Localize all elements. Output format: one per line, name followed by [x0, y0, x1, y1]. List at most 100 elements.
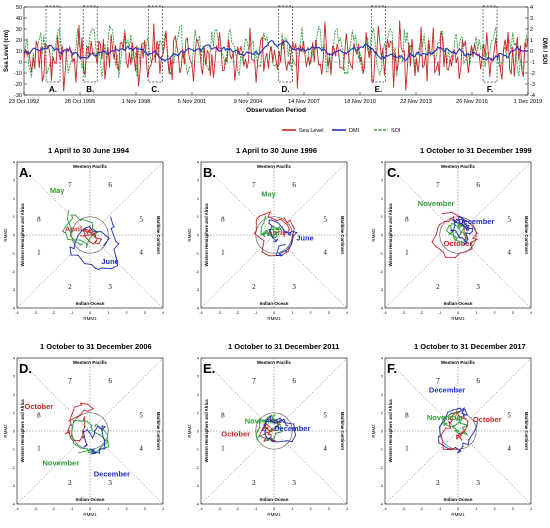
trajectory-line	[445, 218, 468, 244]
region-top-label: Western Pacific	[73, 360, 108, 365]
y-tick-label: -4	[380, 502, 383, 506]
y-tick-label: 3	[13, 179, 15, 183]
x-tick-label: -4	[199, 311, 202, 315]
x-tick-label: -3	[402, 311, 405, 315]
y-tick-label: -1	[12, 448, 15, 452]
y-tick-label: -4	[12, 306, 15, 310]
y2-axis-label: DMI / SOI	[541, 38, 547, 65]
region-right-label: Maritime Continent	[340, 216, 345, 255]
trajectory-line	[65, 402, 95, 442]
x-tick-label: 9 Nov 2004	[234, 99, 263, 105]
region-right-label: Maritime Continent	[524, 216, 529, 255]
y-tick-label: 4	[381, 160, 383, 164]
y-tick-label: -2	[380, 466, 383, 470]
y-tick-label: 1	[381, 215, 383, 219]
phase-number: 6	[476, 181, 480, 189]
highlight-label: B.	[86, 85, 94, 94]
x-tick-label: -3	[34, 311, 37, 315]
phase-number: 6	[292, 181, 296, 189]
y-tick-label: -2	[196, 466, 199, 470]
y-tick-label: 2	[13, 197, 15, 201]
phase-number: 8	[221, 216, 225, 224]
phase-number: 4	[139, 248, 143, 256]
panel-f-title: 1 October to 31 December 2017	[414, 342, 526, 351]
x-tick-label: -1	[70, 507, 73, 511]
x-tick-label: 3	[512, 311, 514, 315]
phase-number: 4	[507, 444, 511, 452]
panel-c-title: 1 October to 31 December 1999	[420, 146, 532, 155]
y-tick-label: 0	[197, 429, 199, 433]
y2-tick-label: -4	[530, 93, 535, 99]
x-tick-label: -3	[402, 507, 405, 511]
panel-a-title: 1 April to 30 June 1994	[48, 146, 130, 155]
y2-tick-label: 2	[530, 27, 533, 33]
x-tick-label: -4	[15, 311, 18, 315]
panel-d-title: 1 October to 31 December 2006	[40, 342, 152, 351]
x-tick-label: 0	[457, 507, 459, 511]
phase-number: 4	[507, 248, 511, 256]
x-tick-label: -3	[218, 311, 221, 315]
phase-number: 3	[476, 283, 480, 291]
phase-number: 5	[139, 412, 143, 420]
trajectory-line	[262, 414, 296, 443]
x-tick-label: 1 Nov 1998	[122, 99, 151, 105]
highlight-label: C.	[151, 85, 159, 94]
region-top-label: Western Pacific	[441, 164, 476, 169]
y-tick-label: -2	[380, 270, 383, 274]
x-tick-label: 4	[530, 507, 532, 511]
x-tick-label: -1	[438, 311, 441, 315]
y-tick-label: 0	[13, 429, 15, 433]
x-tick-label: 3	[144, 311, 146, 315]
x-axis-label: RMM1	[451, 316, 465, 321]
y-tick-label: 40	[16, 16, 22, 22]
phase-number: 3	[108, 283, 112, 291]
x-tick-label: 1	[291, 311, 293, 315]
region-bottom-label: Indian Ocean	[76, 301, 105, 306]
y-tick-label: 4	[13, 356, 15, 360]
y-tick-label: 3	[381, 179, 383, 183]
y-axis-label: RMM2	[3, 228, 8, 242]
phase-number: 8	[405, 412, 409, 420]
x-tick-label: 2	[125, 507, 127, 511]
x-tick-label: -4	[383, 507, 386, 511]
region-left-label: Western Hemisphere and Africa	[20, 399, 25, 463]
y-tick-label: 20	[16, 38, 22, 44]
y2-tick-label: 1	[530, 38, 533, 44]
x-tick-label: 2	[309, 311, 311, 315]
x-axis-label: RMM1	[83, 512, 97, 517]
y-tick-label: 10	[16, 49, 22, 55]
highlight-box	[147, 5, 163, 83]
highlight-box	[82, 5, 98, 83]
highlight-label: A.	[49, 85, 57, 94]
y2-tick-label: -1	[530, 60, 535, 66]
phase-number: 7	[252, 377, 256, 385]
x-tick-label: -2	[236, 507, 239, 511]
phase-number: 7	[436, 377, 440, 385]
phase-number: 8	[37, 412, 41, 420]
phase-number: 1	[405, 444, 409, 452]
phase-number: 3	[292, 479, 296, 487]
y-tick-label: -3	[196, 288, 199, 292]
phase-number: 3	[108, 479, 112, 487]
x-tick-label: 4	[162, 507, 164, 511]
region-top-label: Western Pacific	[441, 360, 476, 365]
panel-label: A.	[19, 165, 32, 180]
phase-number: 7	[252, 181, 256, 189]
y-tick-label: 0	[197, 233, 199, 237]
x-tick-label: 4	[346, 311, 348, 315]
month-label: November	[245, 417, 282, 426]
x-tick-label: 3	[328, 507, 330, 511]
phase-number: 4	[139, 444, 143, 452]
region-left-label: Western Hemisphere and Africa	[204, 399, 209, 463]
x-tick-label: 2	[309, 507, 311, 511]
x-axis-label: RMM1	[83, 316, 97, 321]
x-tick-label: 0	[89, 311, 91, 315]
phase-number: 6	[108, 377, 112, 385]
phase-number: 5	[507, 216, 511, 224]
region-bottom-label: Indian Ocean	[444, 497, 473, 502]
x-tick-label: 4	[346, 507, 348, 511]
highlight-label: D.	[281, 85, 289, 94]
highlight-label: F.	[487, 85, 493, 94]
month-label: December	[429, 386, 465, 395]
